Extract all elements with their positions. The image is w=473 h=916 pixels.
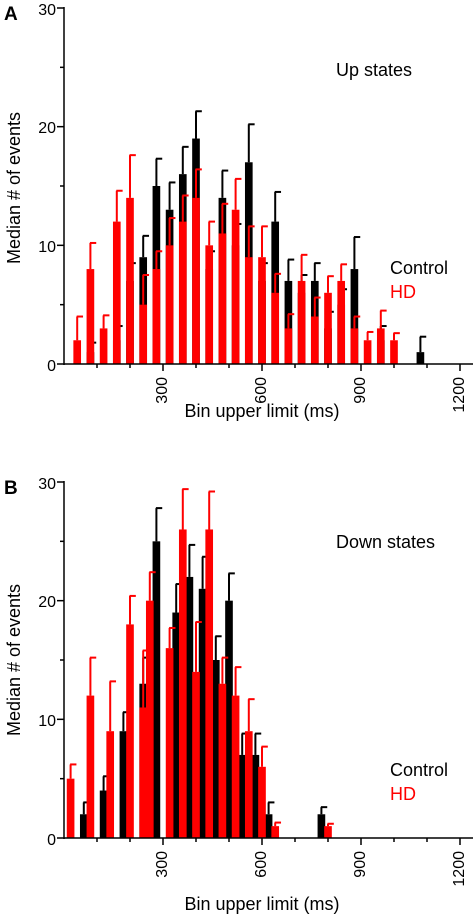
panel-a-hd-bar [178, 221, 187, 364]
panel-b-ytick-label: 30 [38, 476, 56, 493]
panel-b-title: Down states [336, 532, 435, 552]
panel-a-hd-bar [152, 269, 161, 364]
panel-a-hd-bar [218, 233, 227, 364]
panel-b-hd-bar [324, 826, 332, 838]
panel-b-legend-hd: HD [390, 784, 416, 804]
panel-a-plot [57, 7, 473, 371]
panel-b-hd-bar [258, 766, 266, 838]
panel-b-control-bar [119, 731, 128, 838]
panel-a-hd-bar [297, 280, 306, 364]
panel-a-hd-bar [363, 340, 372, 364]
panel-b-control-bar [172, 612, 181, 838]
panel-b-hd-bar [126, 624, 134, 838]
panel-a-title: Up states [336, 60, 412, 80]
panel-b-control-bar [317, 814, 326, 838]
panel-a-hd-bar [390, 340, 398, 364]
panel-b-hd-bar [178, 529, 187, 838]
panel-b-x-axis-label: Bin upper limit (ms) [184, 894, 339, 914]
panel-b-hd-bar [192, 671, 200, 838]
panel-b-xtick-label: 1200 [451, 851, 468, 887]
panel-a-xtick-label: 900 [352, 377, 369, 404]
panel-b-control-bar [198, 588, 207, 838]
panel-a-ytick-label: 20 [38, 120, 56, 137]
panel-b-hd-bar [244, 731, 253, 838]
panel-b-hd-bar [106, 731, 115, 838]
panel-a-hd-bar [139, 304, 148, 364]
panel-a-xtick-label: 300 [154, 377, 171, 404]
panel-a-legend-hd: HD [390, 282, 416, 302]
panel-a-hd-bar [205, 245, 214, 364]
panel-a-x-axis-label: Bin upper limit (ms) [184, 401, 339, 421]
panel-b-xtick-label: 900 [352, 851, 369, 878]
panel-a-hd-bar [73, 340, 82, 364]
panel-a-hd-bar [310, 316, 319, 364]
panel-a-hd-bar [350, 328, 359, 364]
panel-b-ytick-label: 10 [38, 713, 56, 730]
panel-b-hd-bar [271, 826, 280, 838]
panel-a-ytick-label: 30 [38, 2, 56, 19]
panel-a: A Up states Median # of events Bin upper… [4, 2, 473, 421]
panel-b-control-bar [152, 541, 161, 838]
panel-b-control-bar [225, 600, 233, 838]
panel-a-hd-bar [244, 257, 253, 364]
panel-a-ytick-label: 10 [38, 239, 56, 256]
panel-b-hd-bar [66, 778, 75, 838]
panel-b-control-bar [79, 814, 88, 838]
panel-b-hd-bar [165, 648, 174, 838]
panel-b-hd-bar [86, 695, 95, 838]
panel-b-hd-bar [205, 529, 214, 838]
panel-b-control-bar [99, 790, 108, 838]
panel-a-hd-bar [271, 292, 280, 364]
panel-b-hd-bar [139, 707, 148, 838]
panel-a-hd-bar [192, 197, 200, 364]
panel-a-hd-bar [86, 269, 95, 364]
panel-a-ytick-label: 0 [47, 358, 56, 375]
panel-b-xtick-label: 600 [253, 851, 270, 878]
panel-b-y-axis-label: Median # of events [4, 584, 24, 736]
panel-b: B Down states Median # of events Bin upp… [4, 476, 473, 914]
panel-a-hd-bar [165, 245, 174, 364]
panel-b-control-bar [251, 754, 260, 838]
panel-b-control-bar [264, 814, 273, 838]
panel-a-label: A [4, 4, 18, 25]
panel-b-xtick-label: 300 [154, 851, 171, 878]
panel-a-control-bar [416, 352, 425, 364]
panel-a-hd-bar [99, 328, 108, 364]
panel-b-plot [57, 481, 473, 845]
panel-b-label: B [4, 478, 18, 499]
panel-b-ytick-label: 20 [38, 594, 56, 611]
panel-b-legend-control: Control [390, 760, 448, 780]
panel-a-hd-bar [258, 257, 266, 364]
panel-b-hd-bar [218, 683, 227, 838]
panel-b-hd-bar [231, 695, 240, 838]
panel-a-hd-bar [126, 197, 134, 364]
panel-a-hd-bar [231, 209, 240, 364]
panel-a-xtick-label: 600 [253, 377, 270, 404]
panel-a-hd-bar [112, 221, 121, 364]
panel-a-legend-control: Control [390, 258, 448, 278]
panel-b-ytick-label: 0 [47, 832, 56, 849]
panel-a-y-axis-label: Median # of events [4, 112, 24, 264]
panel-a-hd-bar [376, 328, 385, 364]
panel-a-hd-bar [324, 292, 332, 364]
panel-b-control-bar [211, 660, 220, 838]
panel-a-hd-bar [337, 280, 346, 364]
panel-b-control-bar [185, 576, 194, 838]
panel-a-xtick-label: 1200 [451, 377, 468, 413]
panel-b-control-bar [238, 754, 247, 838]
panel-b-hd-bar [145, 600, 154, 838]
panel-a-hd-bar [284, 328, 293, 364]
